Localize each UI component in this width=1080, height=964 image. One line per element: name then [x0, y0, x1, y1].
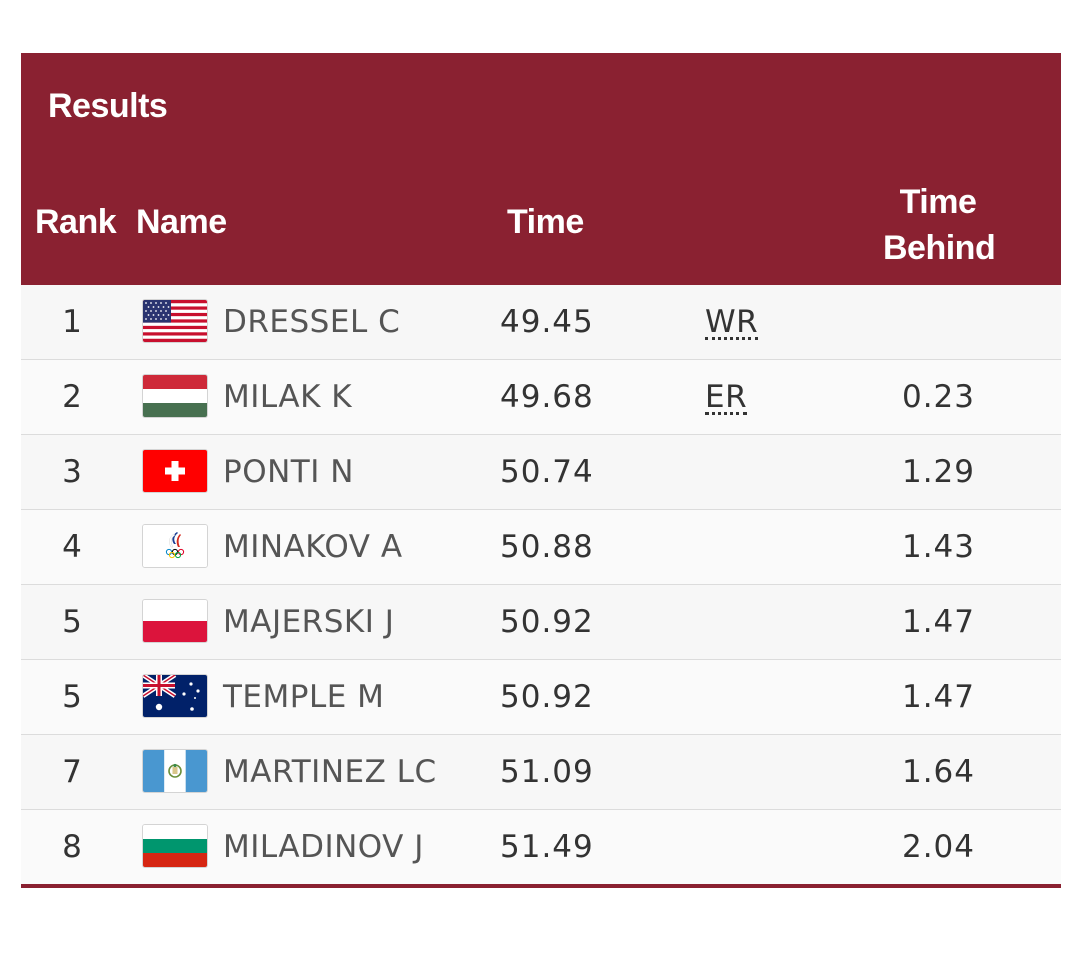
column-header-time-behind-line2: Behind [883, 229, 996, 267]
australia-flag-icon [142, 674, 208, 718]
rank-cell: 5 [62, 604, 82, 640]
column-header-rank: Rank [35, 203, 117, 241]
rank-cell: 8 [62, 829, 82, 865]
rank-cell: 1 [62, 304, 82, 340]
time-cell: 50.88 [500, 529, 594, 565]
time-behind-cell: 1.64 [901, 754, 976, 790]
table-row: 2 MILAK K 49.68 ER 0.23 [21, 360, 1061, 435]
table-row: 5 MAJERSKI J 50.92 1.47 [21, 585, 1061, 660]
usa-flag-icon [142, 299, 208, 343]
results-rows: 1 [21, 285, 1061, 884]
column-header-time-behind-line1: Time [899, 183, 977, 221]
time-cell: 49.68 [500, 379, 594, 415]
poland-flag-icon [142, 599, 208, 643]
rank-cell: 5 [62, 679, 82, 715]
column-header-name: Name [136, 203, 227, 241]
table-row: 3 PONTI N 50.74 1.29 [21, 435, 1061, 510]
athlete-name: TEMPLE M [223, 679, 385, 715]
record-badge[interactable]: ER [705, 360, 748, 434]
rank-cell: 7 [62, 754, 82, 790]
athlete-name: MAJERSKI J [223, 604, 395, 640]
table-row: 8 MILADINOV J 51.49 2.04 [21, 810, 1061, 884]
time-behind-cell: 1.47 [901, 604, 976, 640]
column-header-time-behind: Time Behind [883, 179, 996, 271]
rank-cell: 4 [62, 529, 82, 565]
record-label: ER [705, 379, 748, 415]
time-cell: 50.92 [500, 679, 594, 715]
column-header-time: Time [507, 203, 584, 241]
time-cell: 50.92 [500, 604, 594, 640]
time-behind-cell: 2.04 [901, 829, 976, 865]
roc-emblem-icon [142, 524, 208, 568]
time-cell: 49.45 [500, 304, 594, 340]
switzerland-flag-icon [142, 449, 208, 493]
record-label: WR [705, 304, 759, 340]
rank-cell: 2 [62, 379, 82, 415]
guatemala-flag-icon [142, 749, 208, 793]
table-row: 1 [21, 285, 1061, 360]
results-header: Results Rank Name Time Time Behind [21, 53, 1061, 285]
table-row: 7 MARTINEZ LC 51.09 1.64 [21, 735, 1061, 810]
athlete-name: MINAKOV A [223, 529, 403, 565]
record-badge[interactable]: WR [705, 285, 759, 359]
bulgaria-flag-icon [142, 824, 208, 868]
results-title: Results [48, 87, 168, 125]
table-row: 4 MINAKOV A 50 [21, 510, 1061, 585]
table-bottom-rule [21, 884, 1061, 888]
athlete-name: MARTINEZ LC [223, 754, 437, 790]
results-table: Results Rank Name Time Time Behind 1 [21, 53, 1061, 888]
time-behind-cell: 1.43 [901, 529, 976, 565]
time-behind-cell: 0.23 [901, 379, 976, 415]
rank-cell: 3 [62, 454, 82, 490]
athlete-name: DRESSEL C [223, 304, 401, 340]
athlete-name: MILADINOV J [223, 829, 424, 865]
time-behind-cell: 1.47 [901, 679, 976, 715]
time-cell: 51.49 [500, 829, 594, 865]
table-row: 5 [21, 660, 1061, 735]
athlete-name: MILAK K [223, 379, 353, 415]
time-behind-cell [876, 285, 1001, 359]
athlete-name: PONTI N [223, 454, 354, 490]
time-cell: 50.74 [500, 454, 594, 490]
time-cell: 51.09 [500, 754, 594, 790]
hungary-flag-icon [142, 374, 208, 418]
time-behind-cell: 1.29 [901, 454, 976, 490]
